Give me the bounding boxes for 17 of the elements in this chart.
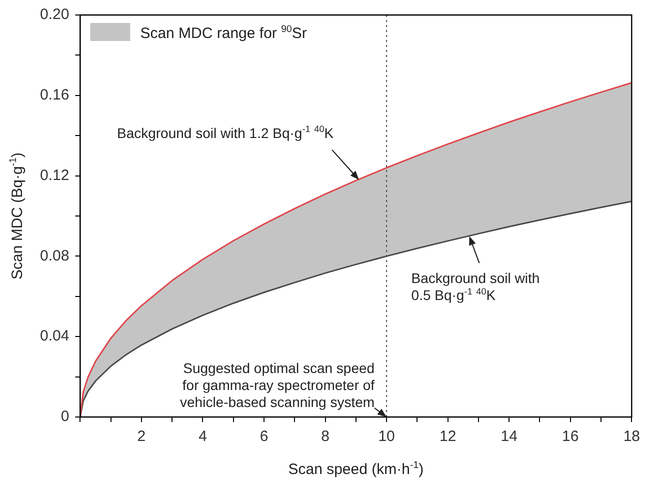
y-tick-label: 0.20 — [40, 6, 70, 24]
x-tick-label: 4 — [198, 428, 207, 446]
x-tick-label: 12 — [439, 428, 456, 446]
x-tick-label: 16 — [562, 428, 579, 446]
y-tick-label: 0.08 — [40, 247, 70, 264]
x-tick-label: 14 — [500, 428, 518, 446]
annotation: Suggested optimal scan speed for gamma-ray spectrometer of vehicle-based scanning system — [180, 360, 375, 410]
x-tick-label: 8 — [321, 428, 330, 446]
y-axis-title: Scan MDC (Bq·g-1) — [8, 152, 26, 280]
y-tick-label: 0 — [60, 408, 70, 426]
x-tick-label: 18 — [623, 428, 640, 446]
y-tick-label: 0.16 — [40, 86, 70, 104]
y-tick-label: 0.12 — [40, 166, 70, 184]
x-tick-label: 2 — [137, 428, 146, 446]
x-tick-label: 10 — [378, 428, 395, 446]
y-tick-label: 0.04 — [40, 328, 70, 345]
x-tick-label: 6 — [260, 428, 268, 446]
